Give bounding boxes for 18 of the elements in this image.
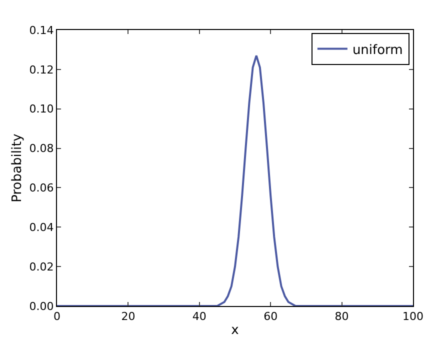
- y-tick-label: 0.14: [29, 24, 54, 37]
- x-axis-title: x: [231, 322, 240, 338]
- line-series: [57, 54, 413, 306]
- y-axis-title: Probability: [10, 133, 26, 202]
- x-tick-label: 100: [402, 310, 424, 324]
- legend-label: uniform: [352, 42, 403, 58]
- x-tick-label: 60: [264, 310, 278, 324]
- x-tick-label: 0: [54, 310, 60, 324]
- y-tick-label: 0.02: [29, 260, 54, 274]
- y-tick-label: 0.12: [29, 63, 54, 76]
- y-tick-label: 0.06: [29, 182, 54, 195]
- y-tick-label: 0.04: [29, 220, 54, 234]
- x-tick-label: 80: [334, 310, 349, 324]
- x-tick-label: 20: [121, 310, 136, 324]
- y-tick-label: 0.08: [29, 142, 54, 156]
- y-tick-label: 0.00: [29, 300, 54, 313]
- y-tick-label: 0.10: [29, 102, 54, 116]
- x-tick-label: 40: [192, 310, 206, 324]
